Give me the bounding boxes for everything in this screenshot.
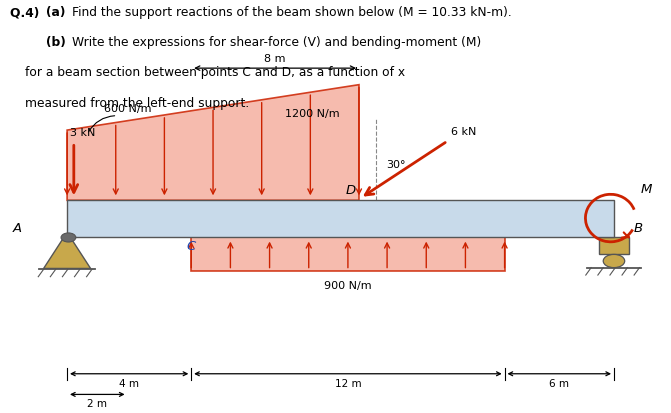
Text: D: D	[346, 184, 356, 197]
Polygon shape	[191, 237, 505, 271]
Text: 12 m: 12 m	[335, 379, 361, 389]
Circle shape	[603, 254, 625, 268]
Text: Write the expressions for shear-force (V) and bending-moment (M): Write the expressions for shear-force (V…	[72, 36, 482, 49]
Text: A: A	[12, 223, 21, 235]
Text: 900 N/m: 900 N/m	[324, 281, 372, 291]
FancyArrowPatch shape	[89, 116, 115, 132]
Polygon shape	[44, 237, 91, 268]
Text: 2 m: 2 m	[87, 399, 107, 409]
Polygon shape	[599, 237, 629, 254]
Text: B: B	[634, 223, 643, 235]
Text: for a beam section between points C and D, as a function of x: for a beam section between points C and …	[25, 66, 405, 79]
Circle shape	[61, 233, 76, 242]
Polygon shape	[67, 200, 614, 237]
Text: 1200 N/m: 1200 N/m	[285, 109, 340, 119]
Text: (b): (b)	[46, 36, 70, 49]
Text: Find the support reactions of the beam shown below (M = 10.33 kN-m).: Find the support reactions of the beam s…	[72, 6, 512, 19]
Text: M: M	[641, 183, 652, 197]
Polygon shape	[67, 85, 359, 200]
Text: (a): (a)	[46, 6, 69, 19]
Text: 6 kN: 6 kN	[451, 127, 476, 137]
Text: C: C	[187, 240, 196, 252]
Text: 8 m: 8 m	[264, 54, 286, 64]
Text: 4 m: 4 m	[119, 379, 139, 389]
Text: 30°: 30°	[386, 160, 405, 170]
Text: measured from the left-end support.: measured from the left-end support.	[25, 97, 249, 109]
Text: 6 m: 6 m	[550, 379, 569, 389]
Text: 3 kN: 3 kN	[70, 128, 96, 138]
Text: 600 N/m: 600 N/m	[104, 104, 152, 114]
Text: Q.4): Q.4)	[10, 6, 44, 19]
